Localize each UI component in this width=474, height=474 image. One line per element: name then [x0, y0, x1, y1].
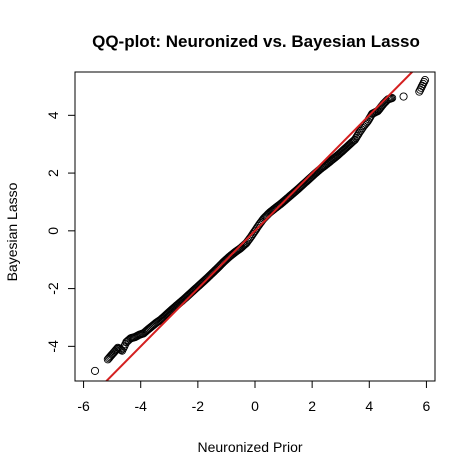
x-tick-label: 4 — [365, 398, 373, 414]
y-axis-label: Bayesian Lasso — [4, 182, 20, 281]
qq-point — [349, 136, 359, 145]
qq-point — [388, 93, 397, 103]
y-tick-label: 4 — [45, 111, 61, 119]
qq-point — [90, 366, 100, 375]
x-tick-label: -2 — [192, 398, 205, 414]
x-tick-label: 0 — [251, 398, 259, 414]
reference-line — [105, 72, 414, 381]
y-tick-label: 2 — [45, 169, 61, 177]
y-tick-label: -2 — [45, 282, 61, 295]
x-tick-label: -4 — [134, 398, 147, 414]
qq-point — [419, 79, 428, 88]
qq-point — [399, 92, 408, 101]
x-tick-label: 2 — [308, 398, 316, 414]
x-tick-label: 6 — [423, 398, 431, 414]
y-tick-label: 0 — [45, 227, 61, 235]
x-axis-label: Neuronized Prior — [197, 439, 302, 455]
qq-point — [115, 345, 125, 354]
qq-point — [420, 76, 430, 85]
y-tick-label: -4 — [45, 340, 61, 353]
qq-point — [419, 77, 429, 87]
chart-title: QQ-plot: Neuronized vs. Bayesian Lasso — [92, 32, 420, 51]
x-tick-label: -6 — [77, 398, 90, 414]
qq-point — [119, 344, 128, 353]
qq-point — [118, 346, 127, 355]
